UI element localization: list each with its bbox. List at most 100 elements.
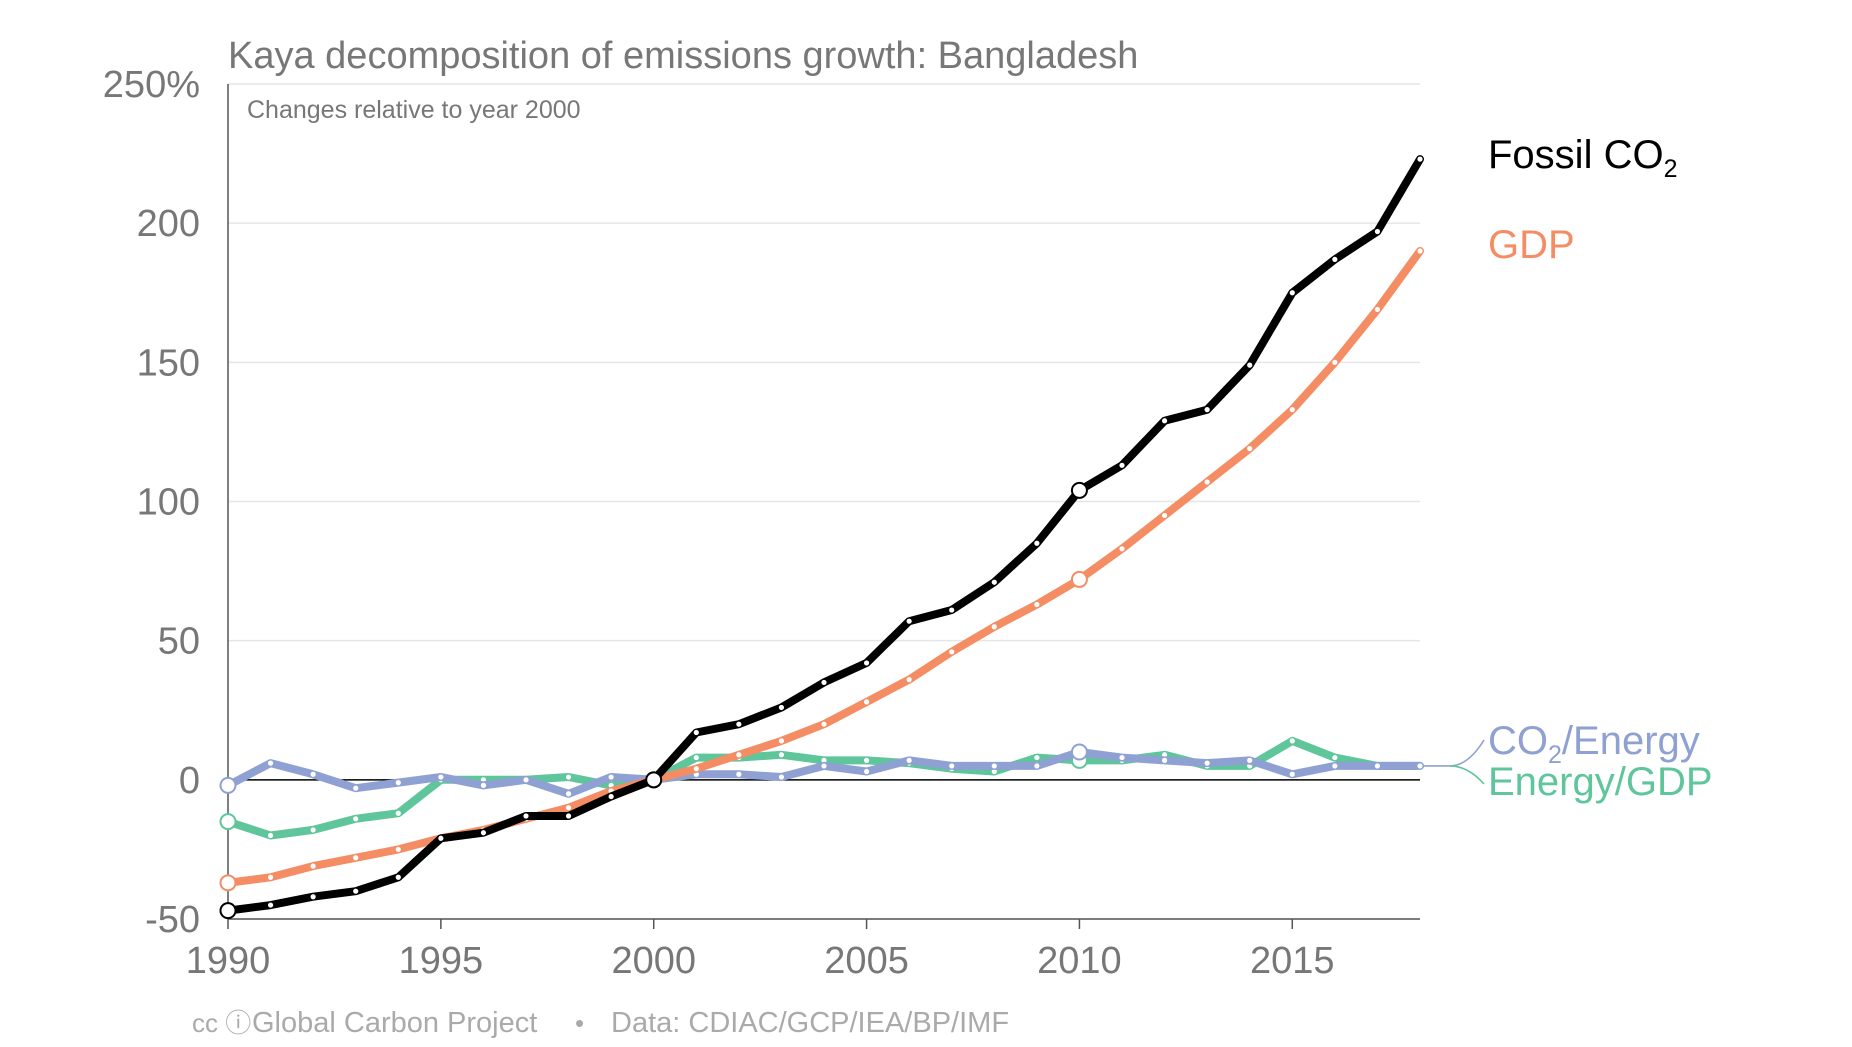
data-point-gdp <box>1332 359 1338 365</box>
data-point-energy_gdp <box>353 816 359 822</box>
legend-label-gdp: GDP <box>1488 223 1575 267</box>
x-tick-label: 2015 <box>1250 940 1335 982</box>
data-point-gdp <box>353 855 359 861</box>
data-point-energy_gdp <box>693 754 699 761</box>
y-tick-label: 250% <box>103 64 200 106</box>
series-co2_energy <box>219 743 1424 798</box>
data-point-energy_gdp <box>863 757 870 763</box>
data-point-co2_energy <box>1119 754 1125 761</box>
chart-subtitle: Changes relative to year 2000 <box>247 96 581 124</box>
data-point-energy_gdp <box>267 832 274 839</box>
x-tick-label: 2005 <box>824 940 909 982</box>
data-point-co2_energy <box>438 774 444 780</box>
y-tick-label: 200 <box>137 203 200 245</box>
data-point-gdp <box>310 863 316 869</box>
y-tick-label: 50 <box>158 621 200 663</box>
data-point-fossil_co2 <box>1374 228 1381 235</box>
data-point-co2_energy <box>219 776 237 794</box>
data-point-energy_gdp <box>778 752 785 758</box>
data-point-gdp <box>949 649 955 655</box>
footer-source: Data: CDIAC/GCP/IEA/BP/IMF <box>611 1007 1009 1039</box>
data-point-energy_gdp <box>821 757 827 763</box>
data-point-fossil_co2 <box>608 793 614 800</box>
data-point-gdp <box>395 846 401 853</box>
data-point-fossil_co2 <box>991 579 997 585</box>
data-point-co2_energy <box>821 763 827 769</box>
data-point-fossil_co2 <box>1332 256 1338 262</box>
grid-layer <box>228 83 1420 920</box>
data-point-co2_energy <box>1247 757 1253 763</box>
data-point-gdp <box>267 874 274 880</box>
series-fossil_co2 <box>219 155 1424 920</box>
data-point-co2_energy <box>1070 743 1088 761</box>
data-point-co2_energy <box>1161 757 1168 763</box>
data-point-gdp <box>736 752 742 758</box>
data-point-energy_gdp <box>1289 738 1295 744</box>
legend-label-co2_energy: CO2/Energy <box>1488 719 1700 769</box>
data-point-co2_energy <box>480 782 487 789</box>
series-gdp <box>219 247 1424 892</box>
data-point-gdp <box>1161 512 1168 519</box>
data-point-fossil_co2 <box>736 721 742 727</box>
data-point-fossil_co2 <box>353 888 359 894</box>
data-point-fossil_co2 <box>310 894 316 900</box>
data-point-gdp <box>693 766 699 772</box>
series-line-energy_gdp <box>224 736 1424 840</box>
data-point-co2_energy <box>1417 763 1423 769</box>
data-point-co2_energy <box>778 774 785 780</box>
data-point-energy_gdp <box>1161 752 1168 758</box>
data-point-energy_gdp <box>565 774 572 780</box>
data-point-gdp <box>1417 248 1423 254</box>
data-point-energy_gdp <box>1034 754 1040 761</box>
data-point-fossil_co2 <box>1289 290 1295 296</box>
label-leader-co2-energy <box>1424 739 1485 767</box>
data-point-gdp <box>219 874 237 892</box>
x-tick-label: 2010 <box>1037 940 1122 982</box>
data-point-energy_gdp <box>219 813 237 831</box>
series-layer <box>219 155 1424 920</box>
data-point-energy_gdp <box>1332 754 1338 761</box>
footer: cc ⓘ Global Carbon Project • Data: CDIAC… <box>192 1007 1009 1039</box>
footer-separator: • <box>575 1008 584 1038</box>
data-point-gdp <box>821 721 827 727</box>
data-point-fossil_co2 <box>693 729 699 736</box>
data-point-gdp <box>778 738 785 744</box>
data-point-fossil_co2 <box>1161 418 1168 424</box>
series-line-fossil_co2 <box>224 155 1424 915</box>
chart-title: Kaya decomposition of emissions growth: … <box>228 35 1138 77</box>
data-point-co2_energy <box>608 774 614 780</box>
legend-label-fossil_co2: Fossil CO2 <box>1488 133 1677 183</box>
data-point-fossil_co2 <box>523 813 529 819</box>
data-point-fossil_co2 <box>1247 362 1253 368</box>
data-point-fossil_co2 <box>778 704 785 711</box>
data-point-co2_energy <box>863 768 870 775</box>
data-point-co2_energy <box>736 771 742 777</box>
data-point-co2_energy <box>1374 763 1381 769</box>
data-point-gdp <box>1204 479 1210 485</box>
data-point-co2_energy <box>1289 771 1295 777</box>
data-point-fossil_co2 <box>395 874 401 880</box>
series-line-gdp <box>224 247 1424 887</box>
data-point-co2_energy <box>949 763 955 769</box>
data-point-gdp <box>1374 306 1381 313</box>
data-point-energy_gdp <box>310 827 316 833</box>
data-point-co2_energy <box>1204 760 1210 766</box>
data-point-fossil_co2 <box>1204 407 1210 413</box>
data-point-gdp <box>565 805 572 811</box>
data-point-co2_energy <box>267 760 274 766</box>
cc-license-icons: cc ⓘ <box>192 1008 251 1038</box>
y-tick-label: 150 <box>137 342 200 384</box>
data-point-co2_energy <box>991 763 997 769</box>
data-point-fossil_co2 <box>1417 156 1423 162</box>
y-tick-label: 100 <box>137 482 200 524</box>
legend-label-energy_gdp: Energy/GDP <box>1488 760 1713 804</box>
data-point-co2_energy <box>310 771 316 777</box>
series-energy_gdp <box>219 736 1424 840</box>
x-tick-label: 1990 <box>186 940 271 982</box>
data-point-energy_gdp <box>991 768 997 775</box>
footer-credit: Global Carbon Project <box>252 1007 537 1039</box>
